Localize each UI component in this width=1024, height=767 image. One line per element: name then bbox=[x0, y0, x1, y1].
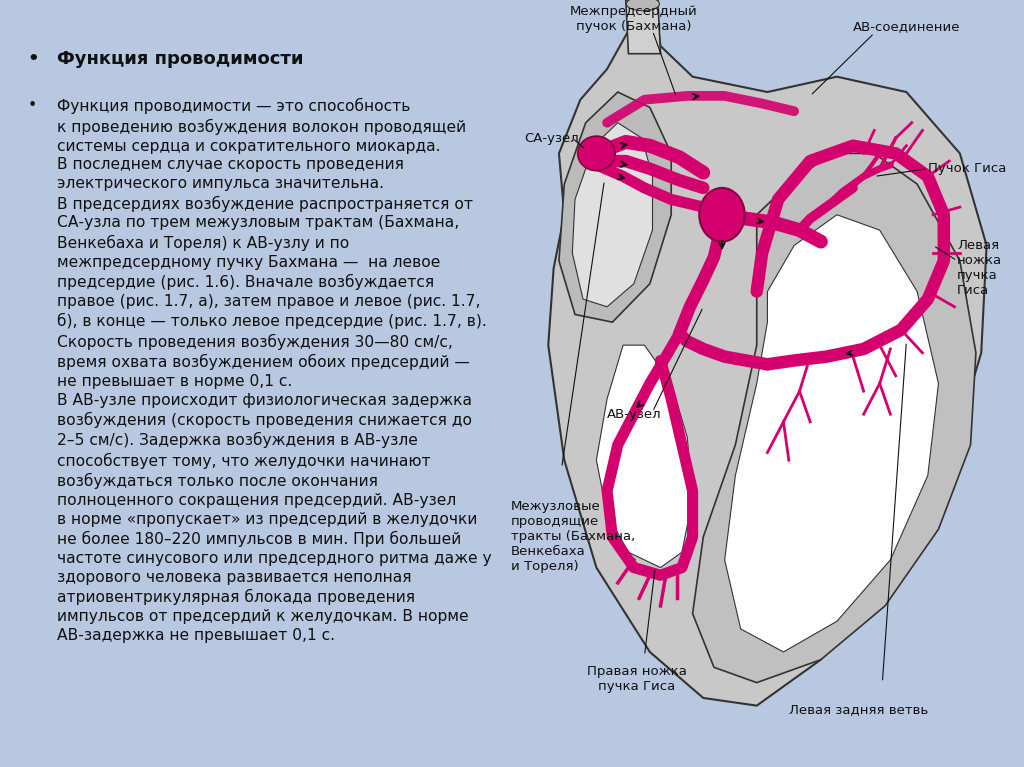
Text: СА-узел: СА-узел bbox=[524, 132, 579, 144]
Text: Функция проводимости — это способность
к проведению возбуждения волокон проводящ: Функция проводимости — это способность к… bbox=[56, 98, 492, 643]
Polygon shape bbox=[692, 153, 976, 683]
Text: Пучок Гиса: Пучок Гиса bbox=[928, 163, 1007, 175]
Text: Левая задняя ветвь: Левая задняя ветвь bbox=[788, 703, 928, 716]
Polygon shape bbox=[725, 215, 938, 652]
Text: АВ-соединение: АВ-соединение bbox=[853, 21, 961, 33]
Text: Межпредсердный
пучок (Бахмана): Межпредсердный пучок (Бахмана) bbox=[570, 5, 697, 33]
Polygon shape bbox=[626, 0, 660, 54]
Polygon shape bbox=[559, 92, 671, 322]
Ellipse shape bbox=[627, 0, 659, 11]
Text: Функция проводимости: Функция проводимости bbox=[56, 50, 303, 67]
Text: •: • bbox=[28, 98, 37, 114]
Text: Правая ножка
пучка Гиса: Правая ножка пучка Гиса bbox=[587, 665, 686, 693]
Ellipse shape bbox=[699, 188, 744, 242]
Text: АВ-узел: АВ-узел bbox=[607, 408, 662, 420]
Polygon shape bbox=[572, 123, 652, 307]
Text: Левая
ножка
пучка
Гиса: Левая ножка пучка Гиса bbox=[957, 239, 1002, 298]
Polygon shape bbox=[548, 8, 986, 706]
Text: •: • bbox=[28, 50, 39, 67]
Polygon shape bbox=[596, 345, 692, 568]
Ellipse shape bbox=[578, 136, 615, 171]
Text: Межузловые
проводящие
тракты (Бахмана,
Венкебаха
и Тореля): Межузловые проводящие тракты (Бахмана, В… bbox=[511, 500, 635, 574]
